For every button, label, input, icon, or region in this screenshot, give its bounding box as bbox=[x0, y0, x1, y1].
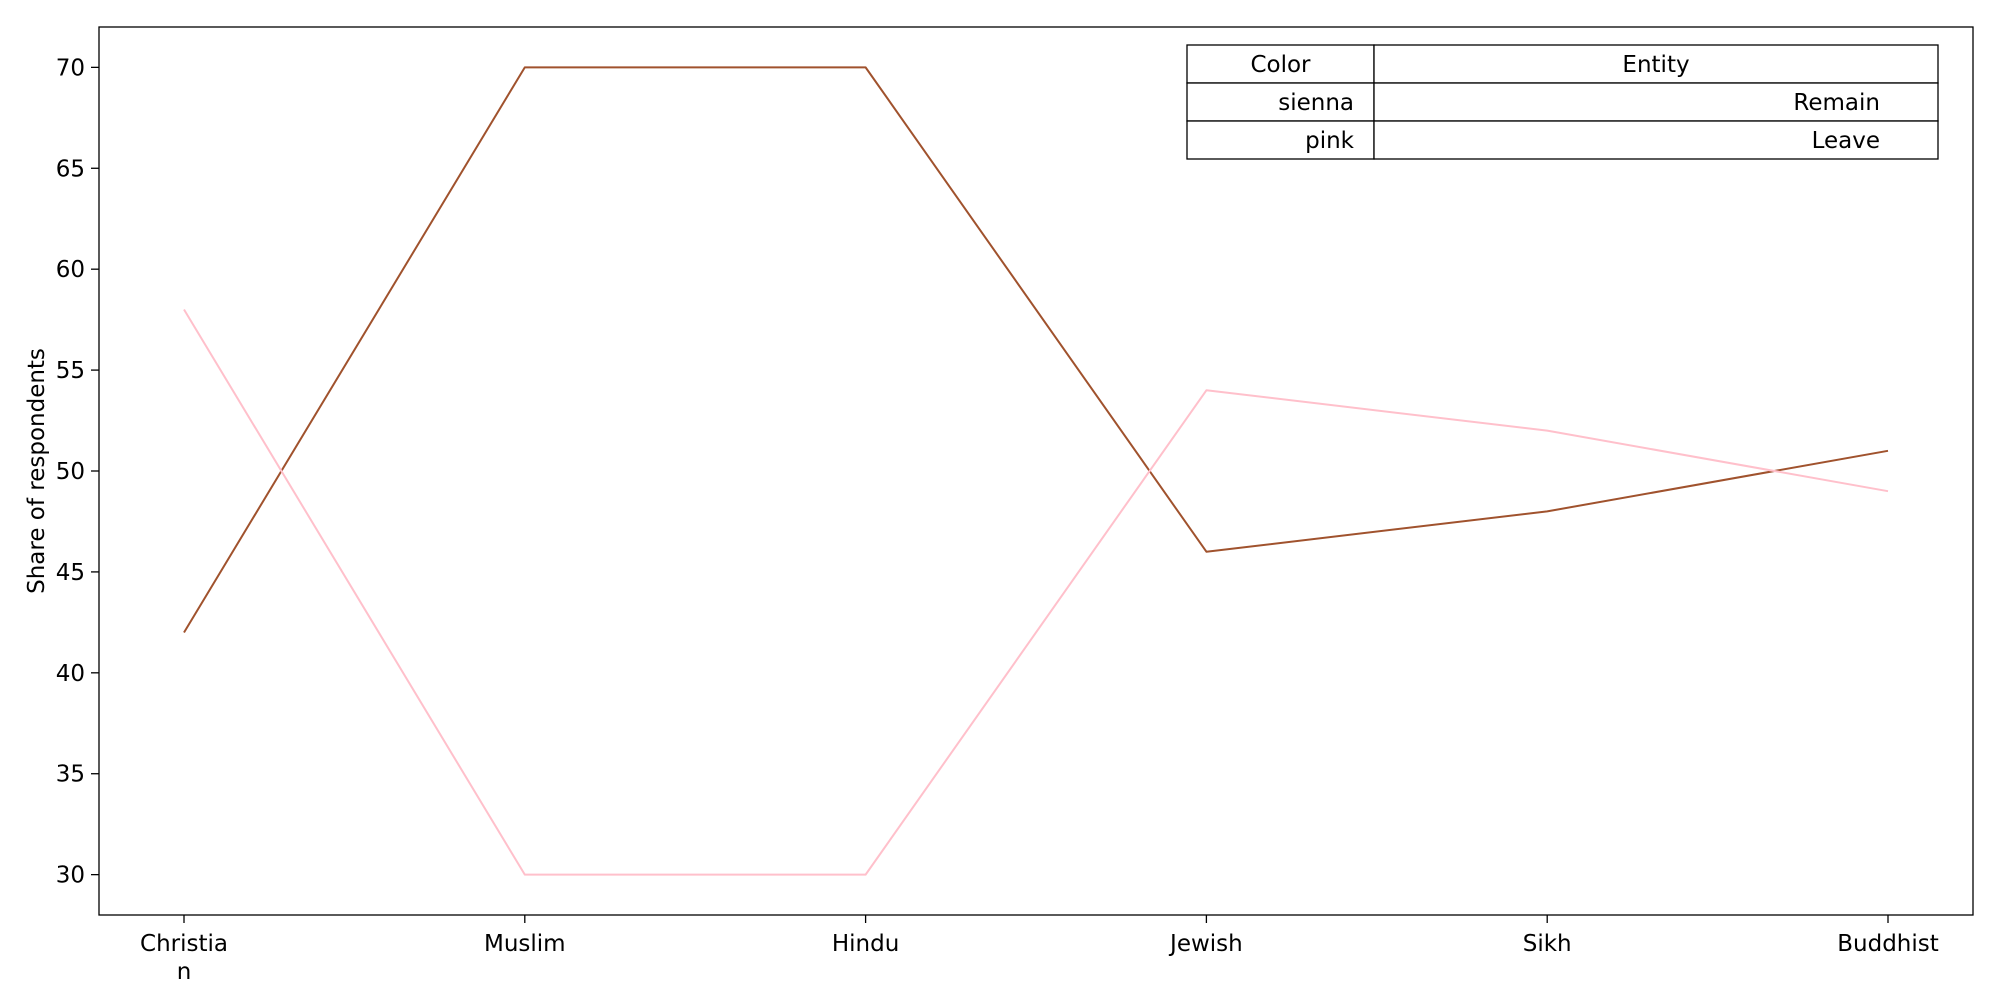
x-tick-label-line: Hindu bbox=[832, 931, 899, 957]
x-tick-label: Muslim bbox=[484, 931, 566, 957]
y-axis-title: Share of respondents bbox=[24, 348, 50, 594]
x-tick-label-line: Christia bbox=[140, 931, 228, 957]
y-tick-label: 50 bbox=[56, 459, 85, 485]
y-tick-label: 70 bbox=[56, 55, 85, 81]
x-tick-label-line: Sikh bbox=[1523, 931, 1572, 957]
x-tick-label-line: Muslim bbox=[484, 931, 566, 957]
x-tick-label: Christia n bbox=[140, 931, 228, 985]
plot-area bbox=[98, 26, 1974, 916]
y-tick-label: 65 bbox=[56, 156, 85, 182]
series-line-leave bbox=[183, 309, 1889, 876]
y-axis: 30 35 40 45 50 55 60 65 70 bbox=[56, 55, 99, 889]
x-tick-label-line: Jewish bbox=[1168, 931, 1243, 957]
series-lines bbox=[183, 66, 1889, 876]
x-tick-label: Jewish bbox=[1168, 931, 1243, 957]
legend-color-name: sienna bbox=[1278, 90, 1354, 116]
legend-header-entity: Entity bbox=[1622, 52, 1689, 78]
y-tick-label: 40 bbox=[56, 661, 85, 687]
x-tick-label: Buddhist bbox=[1837, 931, 1939, 957]
series-line-remain bbox=[183, 66, 1889, 633]
legend-cell bbox=[1373, 44, 1939, 84]
legend-cell bbox=[1186, 44, 1375, 84]
legend-color-name: pink bbox=[1305, 128, 1355, 154]
y-tick-label: 30 bbox=[56, 863, 85, 889]
x-tick-label: Hindu bbox=[832, 931, 899, 957]
legend-entity-name: Leave bbox=[1812, 128, 1880, 154]
x-tick-label-line: n bbox=[177, 959, 192, 985]
legend-cell bbox=[1186, 82, 1375, 122]
y-tick-label: 60 bbox=[56, 257, 85, 283]
legend-cell bbox=[1373, 82, 1939, 122]
legend-header-color: Color bbox=[1250, 52, 1311, 78]
y-tick-label: 35 bbox=[56, 762, 85, 788]
x-tick-label-line: Buddhist bbox=[1837, 931, 1939, 957]
x-axis: Christia n Muslim Hindu Jewish Sikh Buddhist bbox=[140, 915, 1939, 985]
legend-entity-name: Remain bbox=[1793, 90, 1880, 116]
y-tick-label: 45 bbox=[56, 560, 85, 586]
legend-cell bbox=[1373, 120, 1939, 160]
x-tick-label: Sikh bbox=[1523, 931, 1572, 957]
y-tick-label: 55 bbox=[56, 358, 85, 384]
legend-table: Color Entity sienna Remain pink Leave bbox=[1186, 44, 1939, 160]
